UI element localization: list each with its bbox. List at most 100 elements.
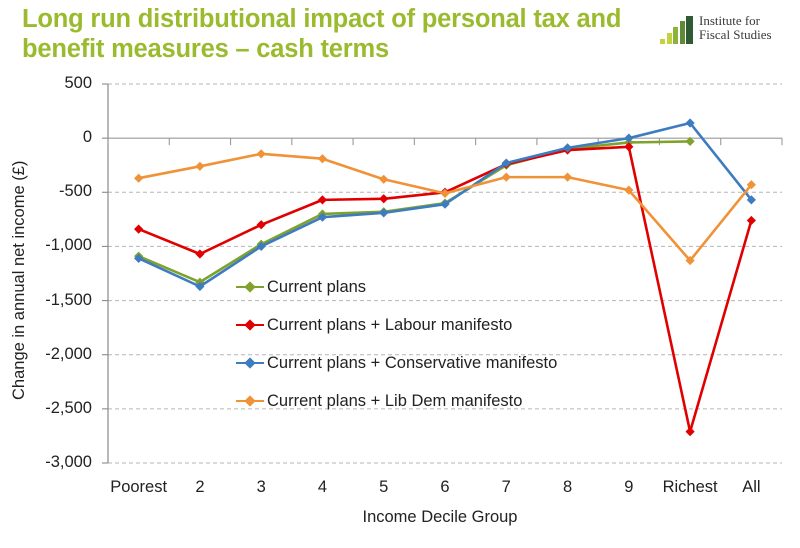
ifs-logo: Institute for Fiscal Studies [660, 10, 772, 44]
legend-marker-icon [236, 318, 264, 332]
data-point [195, 249, 205, 259]
data-point [746, 215, 756, 226]
legend-item-2[interactable]: Current plans + Labour manifesto [236, 306, 557, 344]
x-axis-tick-label: 9 [624, 478, 634, 496]
chart-legend: Current plans Current plans + Labour mani… [236, 268, 557, 420]
ifs-logo-text: Institute for Fiscal Studies [699, 12, 772, 44]
series-segment [321, 210, 386, 216]
series-segment [443, 175, 508, 195]
series-segment [566, 145, 631, 152]
data-point [746, 180, 756, 190]
legend-item-3[interactable]: Current plans + Conservative manifesto [236, 344, 557, 382]
series-segment [627, 188, 692, 262]
data-point [134, 173, 144, 183]
y-axis-tick-label: -1,500 [45, 290, 92, 309]
logo-bar-1 [660, 39, 665, 44]
legend-marker-icon [236, 394, 264, 408]
series-segment [198, 245, 263, 288]
legend-item-label: Current plans + Labour manifesto [267, 315, 513, 334]
series-segment [137, 227, 202, 256]
series-segment [566, 141, 631, 151]
legend-item-1[interactable]: Current plans [236, 268, 557, 306]
data-point [317, 195, 328, 205]
series-segment [137, 257, 202, 288]
data-point [685, 136, 695, 146]
series-segment [382, 202, 447, 215]
y-axis-title: Change in annual net income (£) [10, 160, 28, 400]
data-point [501, 158, 511, 168]
data-point [134, 253, 144, 263]
x-axis-tick-label: 7 [501, 478, 511, 496]
series-segment [259, 152, 324, 161]
series-segment [198, 223, 263, 256]
data-point [379, 208, 389, 218]
data-point [562, 143, 573, 153]
data-point [256, 241, 266, 252]
data-point [256, 220, 266, 230]
data-point [501, 172, 511, 182]
ifs-logo-line2: Fiscal Studies [699, 27, 772, 43]
logo-bar-4 [679, 21, 685, 44]
series-segment [321, 211, 386, 219]
logo-bar-3 [673, 27, 678, 44]
data-point [440, 199, 450, 209]
x-axis-tick-label: Poorest [110, 478, 168, 496]
legend-marker-icon [236, 280, 264, 294]
x-axis-tick-label: All [742, 478, 761, 496]
y-axis-tick-label: 500 [64, 74, 92, 92]
data-point [440, 188, 450, 198]
chart-header: Long run distributional impact of person… [0, 0, 800, 74]
series-current-plans-conservative-manifesto [134, 118, 756, 292]
series-segment [627, 140, 692, 144]
x-axis-tick-label: 5 [379, 478, 389, 496]
y-axis-tick-label: -2,500 [45, 398, 92, 417]
series-segment [688, 121, 753, 202]
legend-item-label: Current plans + Lib Dem manifesto [267, 391, 523, 410]
legend-item-4[interactable]: Current plans + Lib Dem manifesto [236, 382, 557, 420]
data-point [685, 118, 695, 128]
series-current-plans [134, 136, 695, 287]
series-segment [137, 254, 202, 284]
data-point [195, 281, 205, 292]
ifs-logo-line1: Institute for [699, 12, 761, 28]
series-current-plans-labour-manifesto [134, 142, 756, 437]
x-axis-tick-label: 2 [195, 478, 205, 496]
data-point [317, 212, 328, 222]
data-point [624, 133, 634, 143]
data-point [624, 142, 634, 152]
x-axis-tick-label: Richest [662, 478, 718, 496]
x-axis-tick-label: 4 [317, 478, 328, 496]
y-axis-tick-label: -2,000 [45, 344, 92, 363]
legend-item-label: Current plans + Conservative manifesto [267, 353, 558, 372]
x-axis-tick-label: 6 [440, 478, 450, 496]
series-segment [321, 197, 386, 202]
data-point [379, 194, 389, 204]
data-point [134, 224, 144, 234]
series-segment [382, 177, 447, 195]
ifs-logo-bars-icon [660, 16, 693, 44]
y-axis-tick-label: -500 [58, 182, 92, 201]
series-segment [443, 161, 508, 206]
legend-marker-icon [236, 356, 264, 370]
data-point [256, 149, 266, 159]
data-point [624, 185, 634, 195]
data-point [562, 172, 573, 182]
series-current-plans-lib-dem-manifesto [134, 149, 756, 266]
x-axis-title: Income Decile Group [362, 508, 518, 526]
series-segment [198, 242, 263, 284]
series-segment [627, 121, 692, 140]
logo-bar-5 [686, 16, 693, 44]
logo-bar-2 [666, 33, 672, 44]
series-segment [259, 215, 324, 248]
x-axis-tick-label: 8 [562, 478, 573, 496]
series-segment [627, 145, 692, 433]
series-segment [259, 212, 324, 246]
data-point [746, 195, 756, 205]
y-axis-tick-label: -1,000 [45, 236, 92, 255]
data-point [685, 255, 695, 266]
data-point [195, 161, 205, 171]
x-axis-tick-label: 3 [256, 478, 266, 496]
data-point [379, 174, 389, 184]
